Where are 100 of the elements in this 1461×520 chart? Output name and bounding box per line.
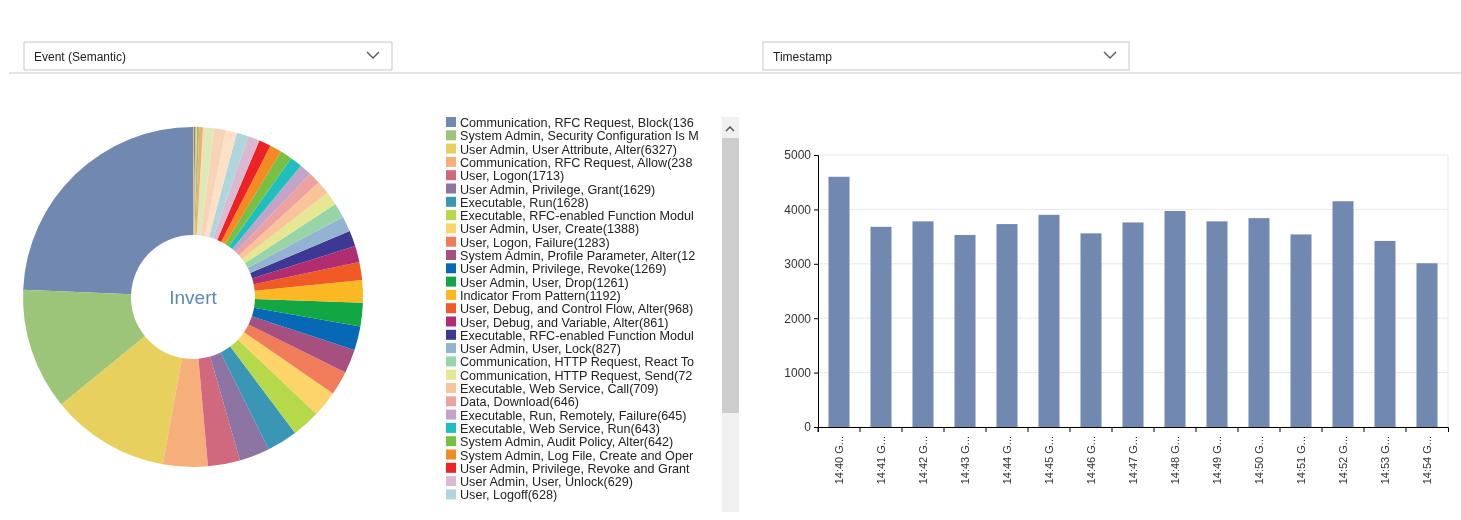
legend-label: Communication, HTTP Request, React To bbox=[460, 355, 695, 370]
donut-slice bbox=[238, 182, 328, 260]
donut-slice bbox=[254, 299, 363, 327]
legend-label: Communication, RFC Request, Allow(238 bbox=[460, 155, 693, 170]
donut-slice bbox=[244, 324, 346, 394]
donut-slice bbox=[221, 145, 281, 244]
donut-slice bbox=[244, 204, 343, 268]
x-tick-label: 14:49 G... bbox=[1210, 436, 1223, 485]
x-tick-label: 14:54 G... bbox=[1420, 436, 1433, 485]
x-tick-label: 14:41 G... bbox=[874, 436, 887, 485]
donut-slice bbox=[162, 358, 208, 467]
bar bbox=[1164, 211, 1186, 427]
x-tick-label: 14:40 G... bbox=[832, 436, 845, 485]
donut-slice bbox=[198, 356, 240, 467]
legend-label: Indicator From Pattern(1192) bbox=[460, 288, 621, 303]
donut-slice bbox=[194, 127, 200, 236]
legend-label: User Admin, User, Create(1388) bbox=[460, 222, 640, 237]
x-tick-label: 14:44 G... bbox=[1000, 436, 1013, 485]
donut-slice bbox=[232, 165, 311, 253]
legend-label: User Admin, User, Unlock(629) bbox=[460, 475, 633, 490]
bar bbox=[954, 234, 976, 427]
legend-label: Executable, Run(1628) bbox=[460, 195, 589, 210]
legend-label: User Admin, User Attribute, Alter(6327) bbox=[460, 142, 677, 157]
chart-title: Event (Semantic) bbox=[34, 50, 127, 64]
chart-title: Timestamp bbox=[773, 50, 833, 64]
donut-slice bbox=[242, 192, 336, 264]
donut-slice bbox=[247, 216, 350, 273]
donut-slice bbox=[23, 289, 145, 405]
legend-label: System Admin, Security Configuration Is M bbox=[460, 129, 699, 144]
x-tick-label: 14:48 G... bbox=[1168, 436, 1181, 485]
x-tick-label: 14:51 G... bbox=[1294, 436, 1307, 485]
dropdown-field: Timestamp bbox=[762, 41, 1130, 71]
donut-slice bbox=[235, 173, 319, 256]
legend-label: Executable, RFC-enabled Function Modul bbox=[460, 209, 694, 224]
donut-slice bbox=[254, 280, 363, 303]
donut-slice bbox=[217, 140, 271, 242]
legend-label: System Admin, Audit Policy, Alter(642) bbox=[460, 435, 674, 450]
legend-label: Executable, Web Service, Run(643) bbox=[460, 421, 660, 436]
donut-slice bbox=[250, 231, 356, 279]
legend-label: User, Logoff(628) bbox=[460, 488, 558, 503]
y-tick-label: 1000 bbox=[784, 365, 812, 380]
bar bbox=[1416, 263, 1438, 427]
bar bbox=[828, 176, 850, 427]
donut-slice bbox=[228, 158, 301, 250]
x-tick-label: 14:46 G... bbox=[1084, 436, 1097, 485]
donut-slice bbox=[61, 336, 182, 465]
donut-slice bbox=[210, 352, 269, 461]
bar bbox=[1080, 233, 1102, 427]
y-tick-label: 3000 bbox=[784, 257, 812, 272]
donut-slice bbox=[208, 132, 249, 239]
donut-slice bbox=[253, 261, 363, 291]
legend-label: User, Debug, and Control Flow, Alter(968) bbox=[460, 302, 694, 317]
donut-slice bbox=[251, 307, 361, 350]
legend-label: User Admin, Privilege, Grant(1629) bbox=[460, 182, 656, 197]
legend-label: Data, Download(646) bbox=[460, 395, 580, 410]
legend-label: User, Debug, and Variable, Alter(861) bbox=[460, 315, 669, 330]
legend-label: User, Logon(1713) bbox=[460, 169, 565, 184]
bar bbox=[1206, 221, 1228, 427]
bar bbox=[996, 224, 1018, 427]
text: Invert bbox=[169, 287, 218, 308]
x-tick-label: 14:52 G... bbox=[1336, 436, 1349, 485]
legend-label: Communication, HTTP Request, Send(72 bbox=[460, 368, 693, 383]
donut-slice bbox=[204, 130, 237, 238]
donut-slice bbox=[213, 136, 260, 240]
x-tick-label: 14:42 G... bbox=[916, 436, 929, 485]
dropdown-field: Event (Semantic) bbox=[23, 41, 393, 71]
legend-label: Communication, RFC Request, Block(136 bbox=[460, 116, 694, 130]
bar bbox=[870, 226, 892, 427]
x-tick-label: 14:50 G... bbox=[1252, 436, 1265, 485]
y-tick-label: 0 bbox=[804, 420, 812, 435]
bar bbox=[1038, 214, 1060, 427]
bar bbox=[1290, 234, 1312, 427]
donut-slice bbox=[200, 128, 226, 237]
legend-label: System Admin, Log File, Create and Oper bbox=[460, 448, 694, 463]
x-tick-label: 14:45 G... bbox=[1042, 436, 1055, 485]
legend-label: Executable, Run, Remotely, Failure(645) bbox=[460, 408, 687, 423]
y-tick-label: 5000 bbox=[784, 148, 812, 163]
donut-slice bbox=[195, 127, 204, 236]
legend-label: Executable, Web Service, Call(709) bbox=[460, 382, 659, 396]
legend-label: User, Logon, Failure(1283) bbox=[460, 235, 610, 250]
bar bbox=[1332, 201, 1354, 427]
bar bbox=[912, 221, 934, 427]
legend-label: User Admin, User, Drop(1261) bbox=[460, 275, 629, 290]
y-tick-label: 4000 bbox=[784, 202, 812, 217]
x-tick-label: 14:43 G... bbox=[958, 436, 971, 485]
x-tick-label: 14:53 G... bbox=[1378, 436, 1391, 485]
legend-label: User Admin, User, Lock(827) bbox=[460, 342, 621, 357]
bar bbox=[1374, 240, 1396, 427]
bar bbox=[1248, 218, 1270, 427]
y-tick-label: 2000 bbox=[784, 311, 812, 326]
donut-slice bbox=[252, 246, 360, 285]
donut-slice bbox=[230, 339, 317, 433]
donut-slice bbox=[238, 332, 333, 414]
bar bbox=[1122, 222, 1144, 427]
legend-label: System Admin, Profile Parameter, Alter(12 bbox=[460, 249, 696, 263]
donut-slice bbox=[225, 151, 292, 247]
x-tick-label: 14:47 G... bbox=[1126, 436, 1139, 485]
legend-label: User Admin, Privilege, Revoke(1269) bbox=[460, 262, 667, 277]
donut-slice bbox=[220, 346, 296, 450]
donut-slice bbox=[196, 127, 215, 236]
